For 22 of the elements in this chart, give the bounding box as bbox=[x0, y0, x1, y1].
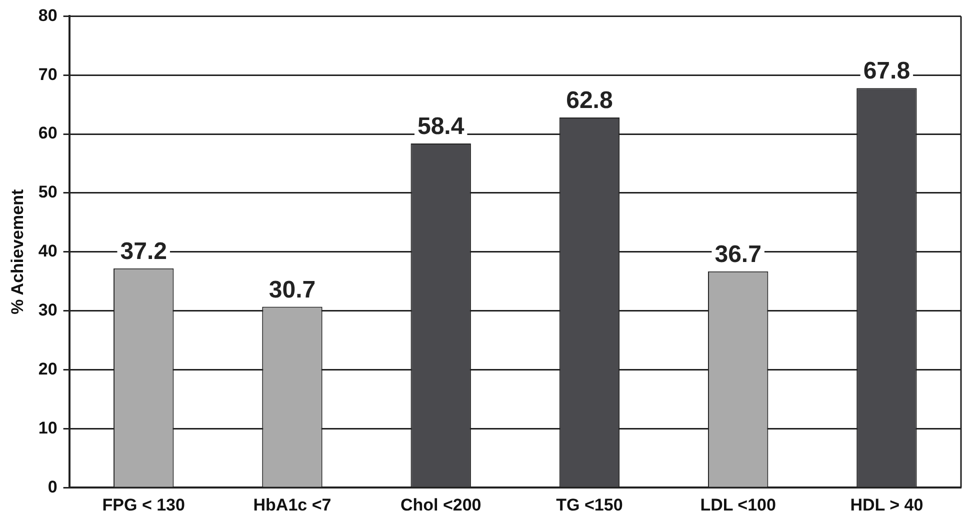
y-tick-label: 10 bbox=[38, 418, 58, 438]
y-tick-label: 20 bbox=[38, 359, 58, 378]
y-tick-label: 70 bbox=[38, 64, 58, 84]
y-tick-label: 30 bbox=[38, 300, 58, 320]
data-label: 36.7 bbox=[714, 240, 762, 268]
x-tick-label: TG <150 bbox=[556, 495, 623, 514]
data-label: 67.8 bbox=[863, 58, 910, 85]
data-label: 30.7 bbox=[268, 276, 316, 304]
data-label: 58.4 bbox=[417, 113, 465, 140]
y-tick-label: 60 bbox=[38, 124, 58, 143]
y-tick-label: 50 bbox=[38, 182, 58, 202]
y-axis-title: % Achievement bbox=[8, 189, 27, 314]
y-tick-label: 0 bbox=[48, 477, 58, 496]
data-label: 37.2 bbox=[120, 238, 167, 266]
y-tick-label: 40 bbox=[38, 242, 58, 261]
x-tick-label: Chol <200 bbox=[400, 495, 482, 514]
x-tick-label: LDL <100 bbox=[700, 495, 776, 514]
y-tick-label: 80 bbox=[38, 6, 58, 25]
x-tick-label: HDL > 40 bbox=[850, 495, 924, 514]
data-label: 62.8 bbox=[566, 87, 613, 114]
x-tick-label: FPG < 130 bbox=[102, 495, 185, 514]
x-tick-label: HbA1c <7 bbox=[253, 495, 332, 514]
